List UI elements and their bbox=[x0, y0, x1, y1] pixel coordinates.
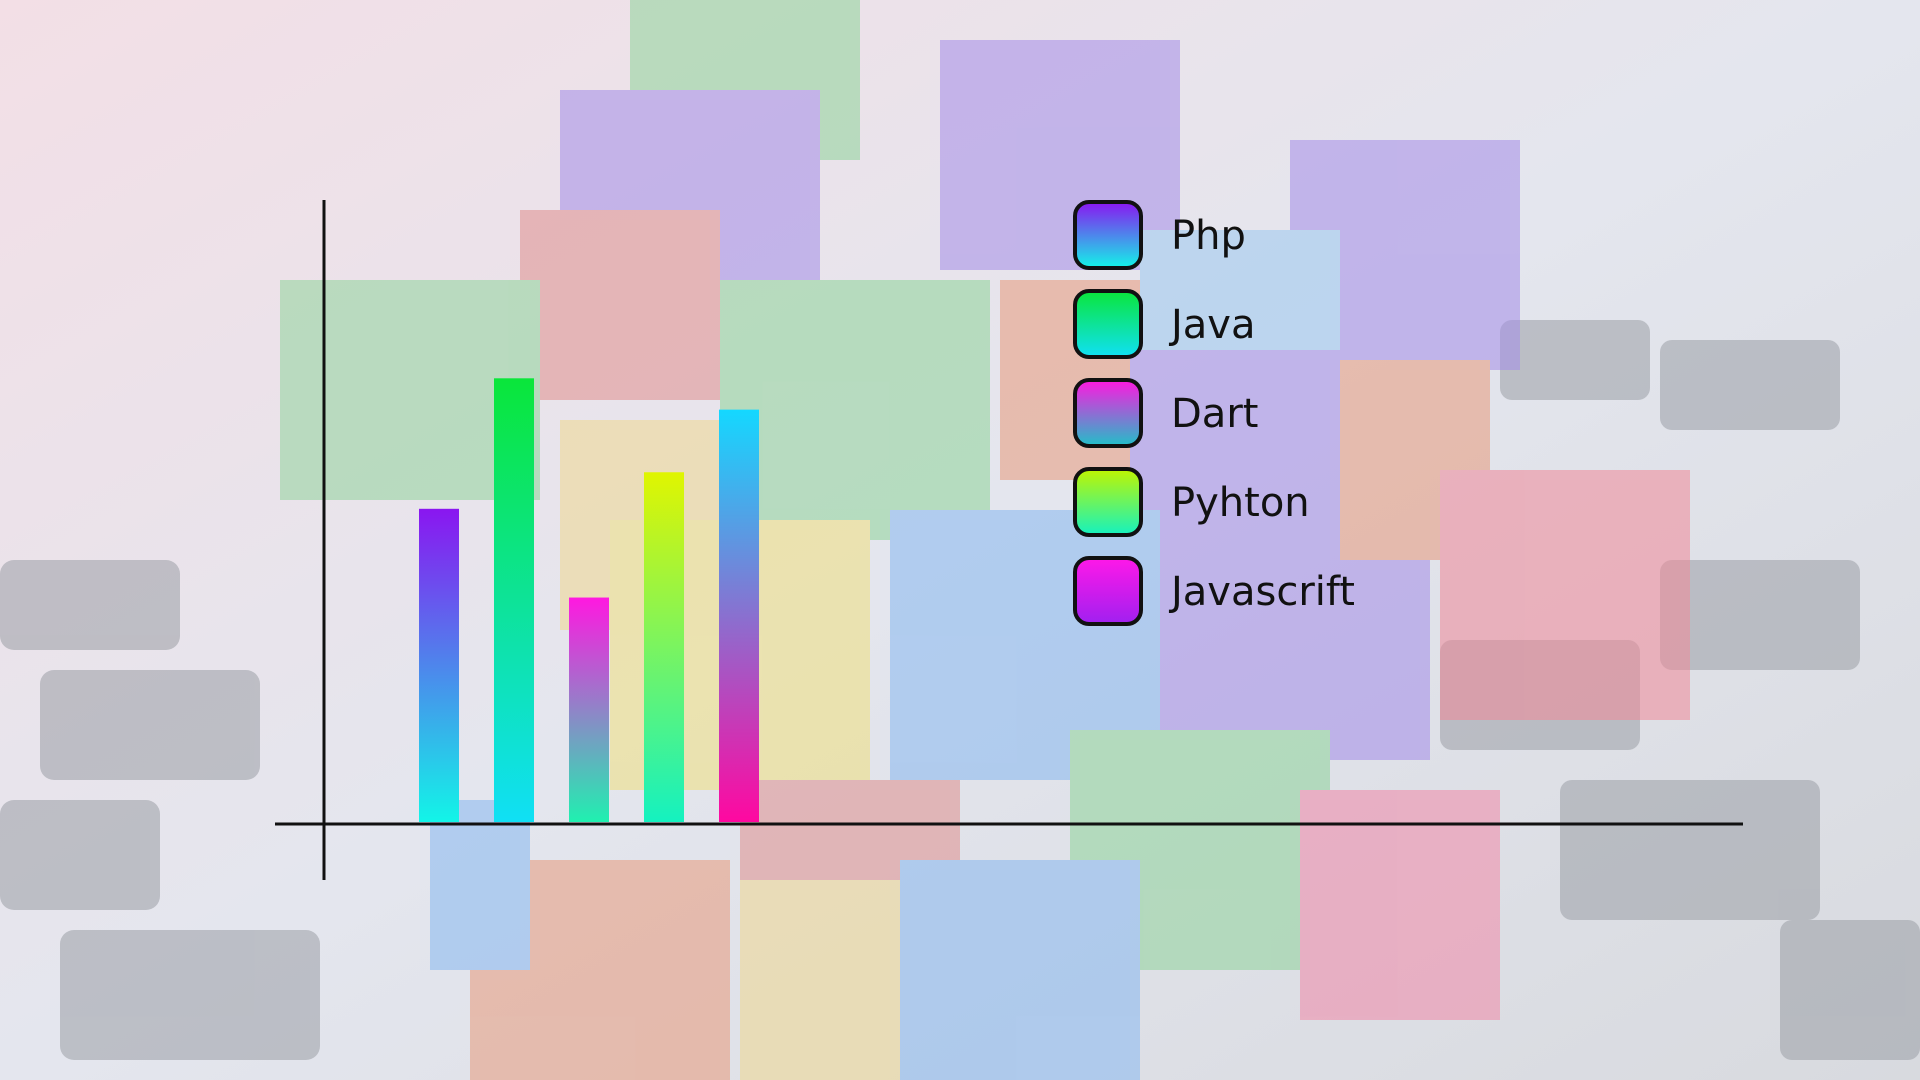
bar-dart bbox=[569, 597, 609, 822]
legend-label-java: Java bbox=[1168, 302, 1256, 348]
legend-swatch-dart bbox=[1073, 378, 1143, 448]
legend-label-pyhton: Pyhton bbox=[1171, 480, 1310, 526]
bar-javascrift bbox=[719, 409, 759, 822]
legend-swatch-pyhton bbox=[1073, 467, 1143, 537]
legend-swatch-php bbox=[1073, 200, 1143, 270]
legend-swatch-javascrift bbox=[1073, 556, 1143, 626]
legend-swatch-java bbox=[1073, 289, 1143, 359]
bars-group bbox=[419, 378, 759, 822]
legend-label-dart: Dart bbox=[1171, 391, 1258, 437]
bar-java bbox=[494, 378, 534, 822]
bar-pyhton bbox=[644, 472, 684, 822]
legend-label-php: Php bbox=[1171, 213, 1246, 259]
legend-label-javascrift: Javascrift bbox=[1168, 569, 1355, 615]
legend: Php Java Dart Pyhton Javascrift bbox=[1073, 200, 1355, 626]
bar-php bbox=[419, 508, 459, 822]
